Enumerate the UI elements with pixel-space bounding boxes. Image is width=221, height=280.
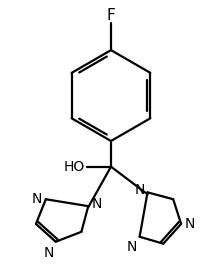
Text: N: N	[185, 217, 195, 231]
Text: N: N	[134, 183, 145, 197]
Text: N: N	[32, 192, 42, 206]
Text: N: N	[91, 197, 102, 211]
Text: F: F	[107, 8, 115, 23]
Text: HO: HO	[64, 160, 85, 174]
Text: N: N	[43, 246, 54, 260]
Text: N: N	[126, 240, 137, 254]
